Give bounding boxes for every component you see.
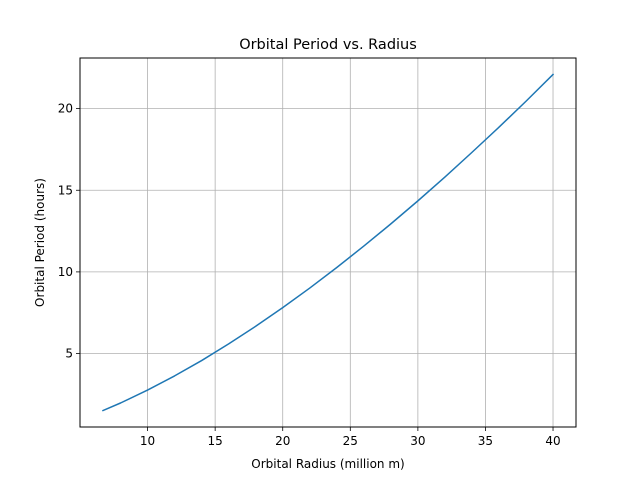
y-tick-label: 15 xyxy=(58,183,73,197)
x-axis-label: Orbital Radius (million m) xyxy=(251,457,404,471)
x-tick-label: 20 xyxy=(275,434,290,448)
y-tick-label: 10 xyxy=(58,265,73,279)
y-axis-label: Orbital Period (hours) xyxy=(33,178,47,307)
y-tick-label: 20 xyxy=(58,102,73,116)
x-tick-label: 25 xyxy=(343,434,358,448)
y-axis: 5 10 15 20 xyxy=(58,102,80,361)
x-tick-label: 35 xyxy=(478,434,493,448)
x-tick-label: 30 xyxy=(410,434,425,448)
series-layer xyxy=(101,73,555,412)
x-tick-label: 15 xyxy=(208,434,223,448)
series-line xyxy=(101,73,555,412)
x-tick-label: 10 xyxy=(140,434,155,448)
y-tick-label: 5 xyxy=(65,347,73,361)
plot-frame xyxy=(79,57,577,428)
x-tick-label: 40 xyxy=(545,434,560,448)
chart-title: Orbital Period vs. Radius xyxy=(239,37,417,53)
x-axis: 10 15 20 25 30 35 40 xyxy=(140,427,561,448)
grid xyxy=(80,58,576,427)
